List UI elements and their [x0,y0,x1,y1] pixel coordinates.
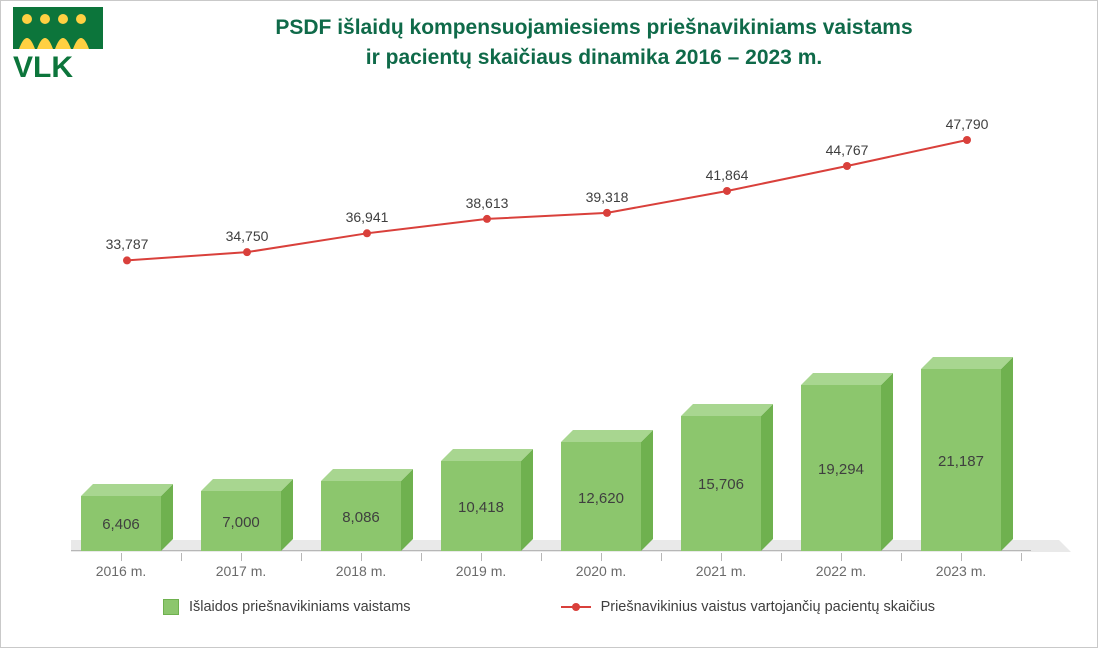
line-value-label: 36,941 [346,209,389,225]
title-line-1: PSDF išlaidų kompensuojamiesiems priešna… [103,13,1085,43]
header: VLK PSDF išlaidų kompensuojamiesiems pri… [1,1,1097,85]
legend: Išlaidos priešnavikiniams vaistams Prieš… [1,599,1097,615]
legend-label-line: Priešnavikinius vaistus vartojančių paci… [601,599,935,615]
x-axis-label: 2022 m. [816,563,867,579]
legend-label-bars: Išlaidos priešnavikiniams vaistams [189,599,411,615]
line-value-label: 44,767 [826,142,869,158]
title-line-2: ir pacientų skaičiaus dinamika 2016 – 20… [103,43,1085,73]
legend-swatch-bar [163,599,179,615]
x-axis-label: 2020 m. [576,563,627,579]
line-value-label: 39,318 [586,189,629,205]
vlk-logo: VLK [13,7,103,85]
line-series [71,121,1031,551]
x-axis: 2016 m. 2017 m. 2018 m. 2019 m. 2020 m. 2021 … [71,553,1031,587]
line-value-label: 38,613 [466,195,509,211]
legend-swatch-line [561,600,591,614]
chart-title: PSDF išlaidų kompensuojamiesiems priešna… [103,7,1085,74]
chart-frame: VLK PSDF išlaidų kompensuojamiesiems pri… [0,0,1098,648]
x-axis-label: 2021 m. [696,563,747,579]
x-axis-label: 2019 m. [456,563,507,579]
line-value-label: 34,750 [226,228,269,244]
x-axis-label: 2016 m. [96,563,147,579]
x-axis-label: 2023 m. [936,563,987,579]
plot-area: 6,4067,0008,08610,41812,62015,70619,2942… [71,121,1031,551]
x-axis-label: 2018 m. [336,563,387,579]
legend-item-line: Priešnavikinius vaistus vartojančių paci… [561,599,935,615]
line-value-label: 41,864 [706,167,749,183]
line-value-label: 47,790 [946,116,989,132]
line-value-label: 33,787 [106,236,149,252]
logo-text: VLK [13,51,73,84]
legend-item-bars: Išlaidos priešnavikiniams vaistams [163,599,411,615]
x-axis-label: 2017 m. [216,563,267,579]
